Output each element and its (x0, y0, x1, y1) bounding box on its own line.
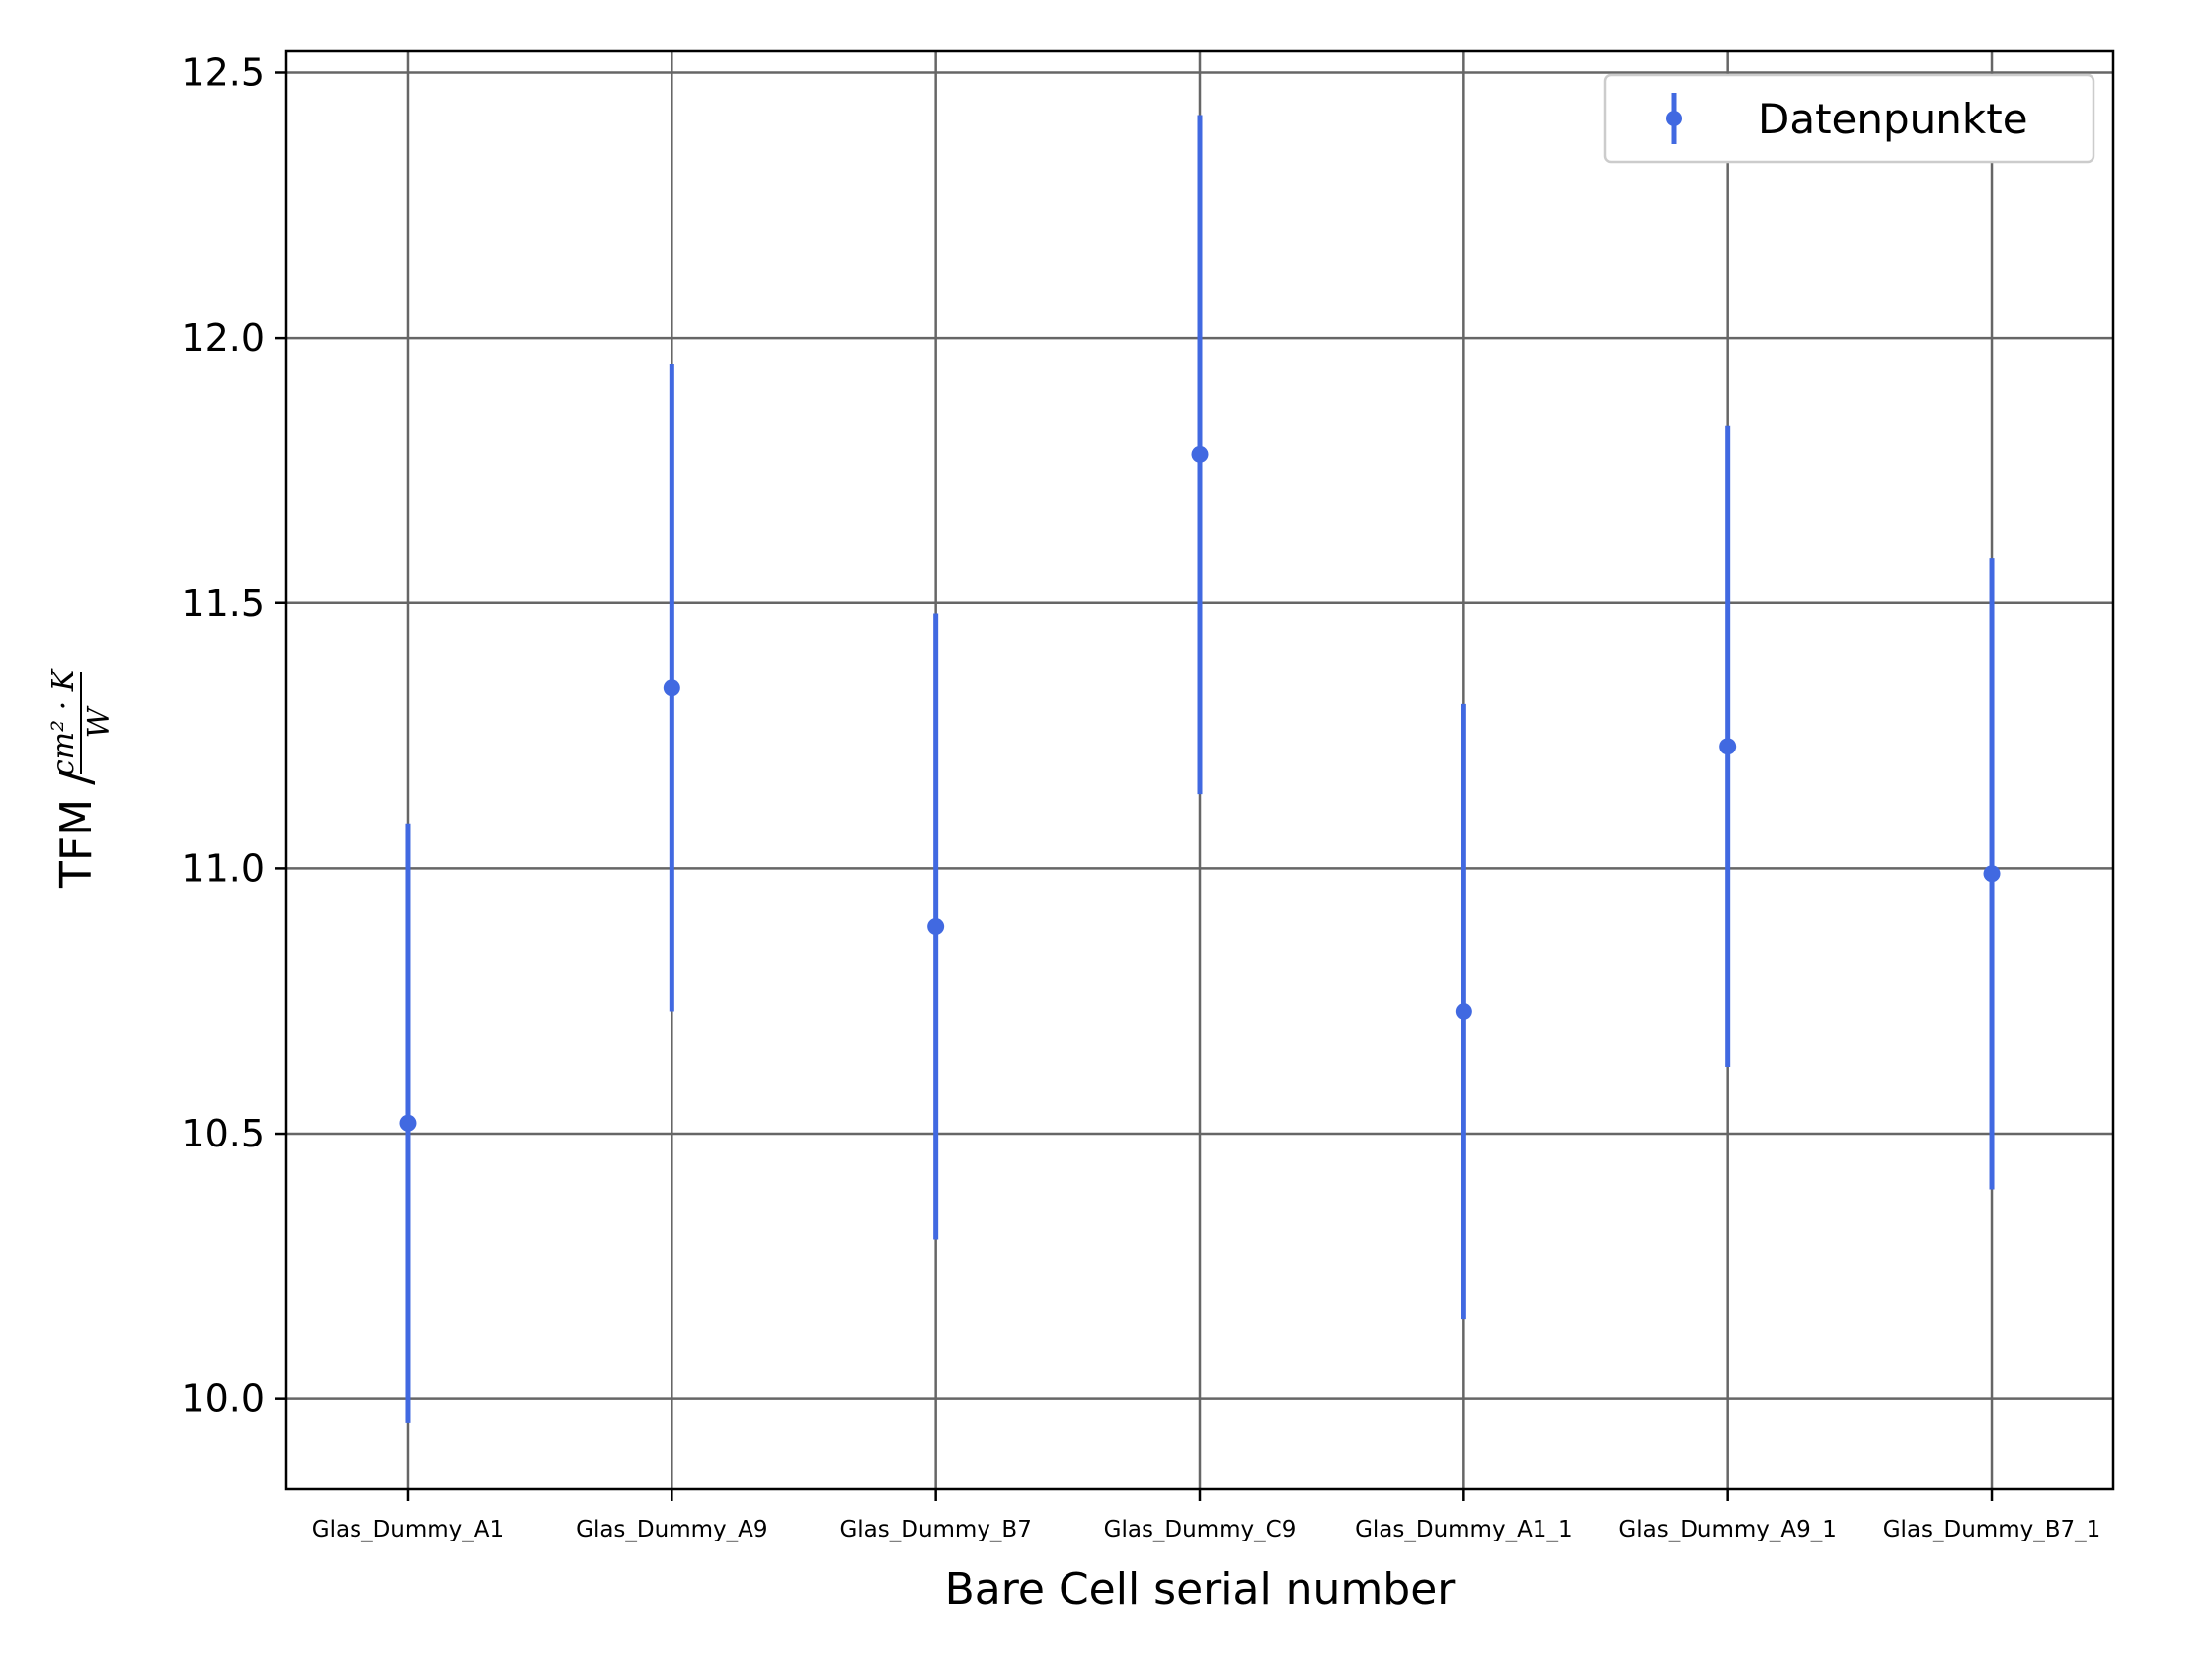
x-tick-label: Glas_Dummy_A1 (312, 1517, 504, 1542)
x-tick-label: Glas_Dummy_B7 (839, 1517, 1031, 1542)
x-tick-label: Glas_Dummy_B7_1 (1883, 1517, 2101, 1542)
legend-entry-datenpunkte: Datenpunkte (1758, 95, 2028, 143)
y-axis-label-denominator: W (82, 705, 117, 738)
data-point (663, 679, 680, 697)
y-ticks: 10.0 10.5 11.0 11.5 12.0 12.5 (181, 50, 286, 1421)
y-tick-label: 10.5 (181, 1112, 265, 1155)
data-marks (399, 115, 2001, 1423)
data-point (1455, 1002, 1472, 1020)
x-tick-label: Glas_Dummy_A1_1 (1355, 1517, 1573, 1542)
data-point (1719, 738, 1737, 755)
x-tick-label: Glas_Dummy_A9 (576, 1517, 767, 1542)
plot-frame (284, 49, 2115, 1491)
data-point (1983, 865, 2001, 883)
data-point (927, 917, 945, 935)
y-tick-label: 12.0 (181, 316, 265, 359)
x-ticks: Glas_Dummy_A1 Glas_Dummy_A9 Glas_Dummy_B7 G… (312, 1489, 2101, 1542)
y-tick-label: 10.0 (181, 1378, 265, 1421)
y-tick-label: 12.5 (181, 50, 265, 94)
y-tick-label: 11.0 (181, 846, 265, 890)
legend: Datenpunkte (1603, 73, 2095, 164)
x-axis-label: Bare Cell serial number (945, 1564, 1457, 1615)
y-axis-label: TFM / cm² · K W (46, 668, 117, 889)
y-axis-label-numerator: cm² · K (46, 668, 81, 776)
legend-box (1603, 73, 2095, 164)
x-tick-label: Glas_Dummy_A9_1 (1619, 1517, 1837, 1542)
x-tick-label: Glas_Dummy_C9 (1104, 1517, 1297, 1542)
data-point (399, 1114, 417, 1132)
legend-marker-icon (1666, 111, 1682, 126)
data-point (1191, 445, 1209, 463)
y-axis-label-prefix: TFM / (51, 770, 102, 889)
y-tick-label: 11.5 (181, 582, 265, 625)
